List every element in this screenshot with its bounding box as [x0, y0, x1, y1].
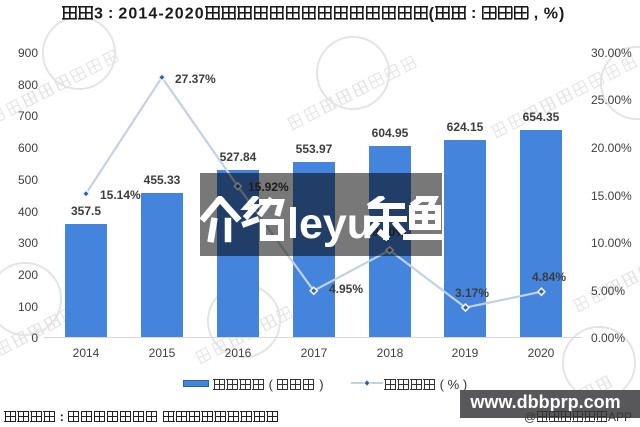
svg-text:leyu: leyu [287, 200, 373, 248]
